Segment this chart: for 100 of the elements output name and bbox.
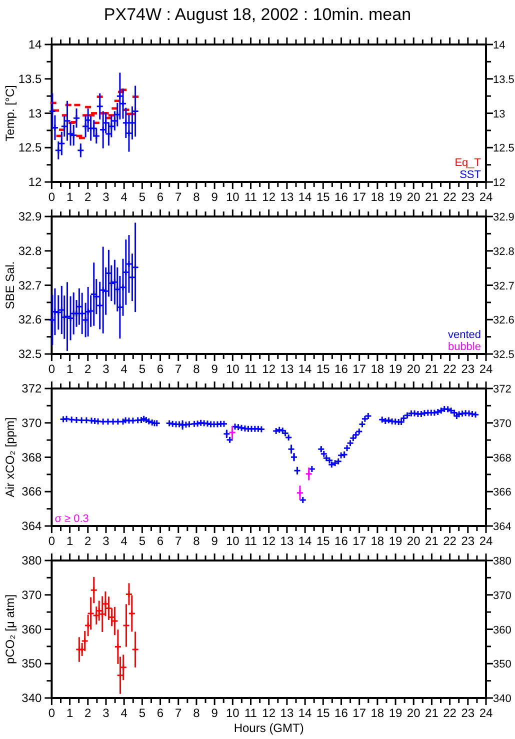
x-tick-label: 10: [226, 534, 240, 548]
x-tick-label: 20: [406, 190, 421, 204]
x-tick-label: 19: [388, 362, 403, 376]
x-tick-label: 17: [352, 706, 366, 720]
x-tick-label: 21: [425, 534, 439, 548]
x-tick-label: 5: [138, 362, 146, 376]
x-tick-label: 6: [156, 190, 164, 204]
x-tick-label: 12: [262, 706, 276, 720]
legend-label: bubble: [448, 341, 481, 353]
x-tick-label: 11: [244, 534, 258, 548]
x-tick-label: 0: [48, 534, 56, 548]
y-tick-label: 370: [22, 416, 42, 430]
text: SST: [460, 169, 482, 181]
x-tick-label: 0: [48, 362, 56, 376]
x-tick-label: 1: [66, 190, 74, 204]
x-tick-label: 18: [370, 190, 384, 204]
x-tick-label: 22: [443, 190, 457, 204]
x-tick-label: 21: [425, 362, 439, 376]
y2-tick-label: 32.9: [493, 212, 514, 224]
x-tick-label: 20: [406, 706, 421, 720]
y2-tick-label: 350: [493, 658, 512, 671]
x-tick-label: 3: [102, 706, 110, 720]
x-tick-label: 19: [388, 534, 403, 548]
y2-tick-label: 32.8: [493, 246, 514, 258]
x-tick-label: 15: [316, 190, 330, 204]
y2-tick-label: 370: [493, 418, 512, 430]
x-tick-label: 0: [48, 706, 56, 720]
x-tick-label: 15: [316, 534, 330, 548]
x-tick-label: 11: [244, 362, 258, 376]
x-tick-label: 14: [298, 706, 312, 720]
x-tick-label: 2: [84, 706, 92, 720]
y-tick-label: 32.8: [18, 244, 42, 258]
x-tick-label: 13: [280, 706, 294, 720]
y-tick-label: 32.5: [18, 347, 42, 361]
y2-tick-label: 380: [493, 556, 512, 568]
x-tick-label: 16: [334, 534, 348, 548]
x-tick-label: 14: [298, 362, 312, 376]
y2-tick-label: 13: [493, 108, 506, 120]
x-tick-label: 24: [479, 190, 493, 204]
y-axis-title: SBE Sal.: [3, 261, 17, 310]
x-tick-label: 14: [298, 534, 312, 548]
x-tick-label: 4: [120, 706, 128, 720]
x-tick-label: 8: [193, 534, 200, 548]
x-tick-label: 5: [138, 190, 146, 204]
y-axis-title: Temp. [°C]: [3, 85, 17, 142]
x-tick-label: 24: [479, 706, 493, 720]
y2-tick-label: 13.5: [493, 74, 514, 86]
x-axis-title: Hours (GMT): [234, 721, 304, 735]
x-tick-label: 20: [406, 534, 421, 548]
x-tick-label: 12: [262, 190, 276, 204]
x-tick-label: 10: [226, 362, 240, 376]
x-tick-label: 20: [406, 362, 421, 376]
x-tick-label: 15: [316, 706, 330, 720]
y-tick-label: 13: [28, 106, 42, 120]
text: vented: [448, 329, 481, 341]
x-tick-label: 22: [443, 362, 457, 376]
x-tick-label: 22: [443, 706, 457, 720]
x-tick-label: 16: [334, 706, 348, 720]
y2-tick-label: 368: [493, 452, 512, 464]
x-tick-label: 6: [156, 706, 164, 720]
y-tick-label: 380: [22, 554, 42, 568]
y-axis-title: Air xCO₂ [ppm]: [3, 417, 17, 498]
y2-tick-label: 360: [493, 624, 512, 636]
x-tick-label: 12: [262, 534, 276, 548]
x-tick-label: 7: [175, 534, 182, 548]
y-tick-label: 12: [28, 175, 42, 189]
x-tick-label: 22: [443, 534, 457, 548]
y2-tick-label: 370: [493, 590, 512, 602]
x-tick-label: 17: [352, 190, 366, 204]
x-tick-label: 13: [280, 534, 294, 548]
y-tick-label: 340: [22, 691, 42, 705]
x-tick-label: 7: [175, 362, 182, 376]
y-tick-label: 368: [22, 450, 42, 464]
y2-tick-label: 32.5: [493, 349, 514, 361]
x-tick-label: 18: [370, 706, 384, 720]
y2-tick-label: 14: [493, 40, 506, 52]
x-tick-label: 0: [48, 190, 56, 204]
x-tick-label: 11: [244, 190, 258, 204]
y2-tick-label: 340: [493, 693, 512, 705]
x-tick-label: 13: [280, 362, 294, 376]
x-tick-label: 9: [211, 534, 218, 548]
x-tick-label: 13: [280, 190, 294, 204]
x-tick-label: 4: [120, 534, 128, 548]
x-tick-label: 1: [66, 706, 74, 720]
x-tick-label: 5: [138, 534, 146, 548]
x-tick-label: 18: [370, 362, 384, 376]
y-tick-label: 32.6: [18, 312, 42, 327]
y-tick-label: 32.9: [18, 210, 42, 224]
x-tick-label: 23: [461, 706, 475, 720]
x-tick-label: 7: [175, 706, 182, 720]
x-tick-label: 23: [461, 190, 475, 204]
x-tick-label: 3: [102, 190, 110, 204]
x-tick-label: 12: [262, 362, 276, 376]
y-tick-label: 12.5: [18, 140, 42, 155]
x-tick-label: 16: [334, 362, 348, 376]
y-axis-title: pCO₂ [μ atm]: [3, 594, 17, 664]
x-tick-label: 19: [388, 190, 403, 204]
y2-tick-label: 12: [493, 177, 506, 189]
y2-tick-label: 32.6: [493, 314, 514, 327]
y2-tick-label: 372: [493, 384, 512, 396]
